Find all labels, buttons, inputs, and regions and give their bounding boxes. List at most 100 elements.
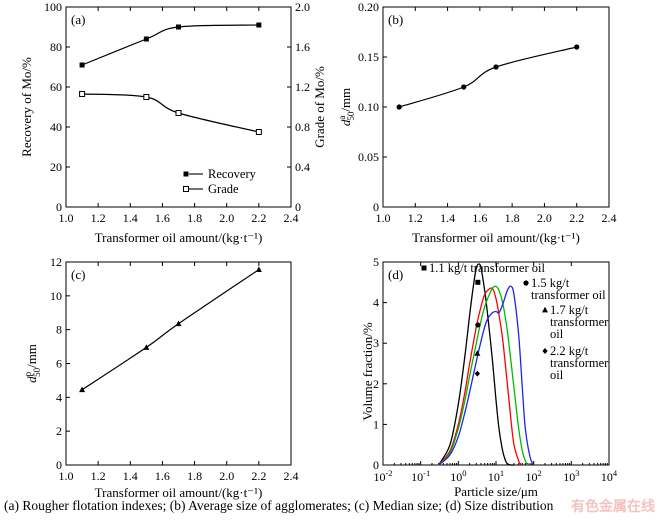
panel-a-recovery-grade-chart: 1.0 1.2 1.4 1.6 1.8 2.0 2.2 2.402040608010000.4… xyxy=(19,0,327,245)
y-axis-label: da50/mm xyxy=(337,88,356,126)
legend-label-1: 1.1 kg/t transformer oil xyxy=(429,261,545,275)
series-marker-3 xyxy=(474,350,481,356)
panel-label: (d) xyxy=(388,267,403,282)
panel-label: (c) xyxy=(71,267,85,282)
x-axis-label: Transformer oil amount/(kg·t⁻¹) xyxy=(95,485,263,500)
data-point-recovery xyxy=(79,62,85,68)
legend-marker xyxy=(183,186,189,192)
x-axis-label: Transformer oil amount/(kg·t⁻¹) xyxy=(412,230,580,245)
plot-frame xyxy=(65,261,292,466)
legend-marker-4 xyxy=(542,348,548,354)
y-axis-label: dp50/mm xyxy=(23,344,42,383)
series-line xyxy=(81,269,260,391)
y-tick-label: 12 xyxy=(50,255,62,269)
y-tick-label: 4 xyxy=(373,296,379,310)
y-tick-label: 5 xyxy=(373,255,379,269)
y-tick-label: 100 xyxy=(44,0,62,14)
x-tick-label: 1.6 xyxy=(472,211,487,225)
distribution-curve-4 xyxy=(438,285,535,466)
legend-label-4: transformer xyxy=(550,356,609,370)
y-axis-label: Volume fraction/% xyxy=(360,322,375,420)
x-tick-label: 1.0 xyxy=(59,469,74,483)
x-tick-label: 1.8 xyxy=(187,211,202,225)
y2-tick-label: 2.0 xyxy=(295,0,310,14)
data-point-grade xyxy=(79,91,86,97)
legend-label: Grade xyxy=(208,182,239,196)
x-tick-label: 1.0 xyxy=(59,211,74,225)
y-tick-label: 80 xyxy=(50,40,62,54)
panel-d-size-distribution-chart: 10-2 10-1 100 101 102 103 104 0 1 2 3 4 5 (d) Particle… xyxy=(360,255,618,499)
y-tick-label: 0 xyxy=(56,200,62,214)
data-point xyxy=(461,84,467,90)
y2-axis-label: Grade of Mo/% xyxy=(312,66,327,148)
y-tick-label: 0.15 xyxy=(358,50,379,64)
legend-label-3: transformer xyxy=(550,315,609,329)
y-tick-label: 0.10 xyxy=(358,100,379,114)
data-point xyxy=(143,344,150,350)
y-tick-label: 0 xyxy=(373,200,379,214)
x-tick-label: 2.2 xyxy=(569,211,584,225)
x-axis-label: Transformer oil amount/(kg·t⁻¹) xyxy=(95,230,263,245)
x-tick-label: 1.6 xyxy=(155,469,170,483)
distribution-curve-3 xyxy=(438,285,529,466)
data-point-grade xyxy=(255,129,262,135)
y-tick-label: 3 xyxy=(373,336,379,350)
series-line xyxy=(398,46,577,108)
x-tick-label: 2.4 xyxy=(284,211,299,225)
panel-c-median-size-chart: 1.0 1.2 1.4 1.6 1.8 2.0 2.2 2.4 0 2 4 6 8 10 12 (c) Tran… xyxy=(23,255,299,500)
x-tick-label: 1.6 xyxy=(155,211,170,225)
data-point xyxy=(493,64,499,70)
x-tick-label: 1.4 xyxy=(123,469,138,483)
x-tick-label: 1.4 xyxy=(123,211,138,225)
data-point xyxy=(255,266,262,273)
data-point xyxy=(79,386,86,393)
x-tick-label: 1.8 xyxy=(505,211,520,225)
data-point xyxy=(175,320,182,327)
panel-label: (b) xyxy=(388,12,403,27)
panel-b-agglomerate-size-chart: 1.0 1.2 1.4 1.6 1.8 2.0 2.2 2.4 0 0.05 0.10 0.15 0.2… xyxy=(337,0,617,245)
x-tick-label: 1.2 xyxy=(91,469,106,483)
x-tick-label: 101 xyxy=(488,468,504,484)
series-line-recovery xyxy=(81,24,259,66)
y-tick-label: 0.20 xyxy=(358,0,379,14)
data-point-grade xyxy=(175,110,182,116)
series-marker-1 xyxy=(475,279,481,285)
x-tick-label: 10-1 xyxy=(411,468,430,484)
plot-frame xyxy=(65,6,292,208)
x-tick-label: 1.0 xyxy=(376,211,391,225)
y-tick-label: 10 xyxy=(50,289,62,303)
x-tick-label: 10-2 xyxy=(373,468,392,484)
data-point xyxy=(396,104,402,110)
x-tick-label: 1.4 xyxy=(440,211,455,225)
x-tick-label: 102 xyxy=(526,468,542,484)
watermark-logo: 有色金属在线 xyxy=(571,499,655,515)
data-point-recovery xyxy=(143,36,149,42)
x-tick-label: 2.2 xyxy=(251,469,266,483)
legend-label-4: oil xyxy=(550,368,564,382)
y-tick-label: 4 xyxy=(56,390,62,404)
x-axis-label: Particle size/μm xyxy=(454,484,538,499)
y-tick-label: 0 xyxy=(373,458,379,472)
y-tick-label: 0 xyxy=(56,458,62,472)
x-tick-label: 2.4 xyxy=(602,211,617,225)
data-point-recovery xyxy=(176,24,181,30)
y2-tick-label: 0.8 xyxy=(295,120,310,134)
figure-caption: (a) Rougher flotation indexes; (b) Avera… xyxy=(4,498,554,513)
distribution-curve-1 xyxy=(438,263,514,466)
x-tick-label: 2.4 xyxy=(284,469,299,483)
legend-marker-1 xyxy=(421,265,427,271)
y-tick-label: 60 xyxy=(50,80,62,94)
panel-label: (a) xyxy=(71,12,85,27)
x-tick-label: 2.0 xyxy=(219,469,234,483)
x-tick-label: 2.0 xyxy=(219,211,234,225)
series-marker-2 xyxy=(475,322,481,328)
y-axis-label: Recovery of Mo/% xyxy=(19,57,34,157)
legend-marker xyxy=(183,171,189,177)
legend-label-3: oil xyxy=(550,327,564,341)
x-tick-label: 103 xyxy=(563,468,579,484)
y-tick-label: 1 xyxy=(373,417,379,431)
y2-tick-label: 0.4 xyxy=(295,160,310,174)
y-tick-label: 8 xyxy=(56,323,62,337)
x-tick-label: 1.8 xyxy=(187,469,202,483)
x-tick-label: 2.0 xyxy=(537,211,552,225)
